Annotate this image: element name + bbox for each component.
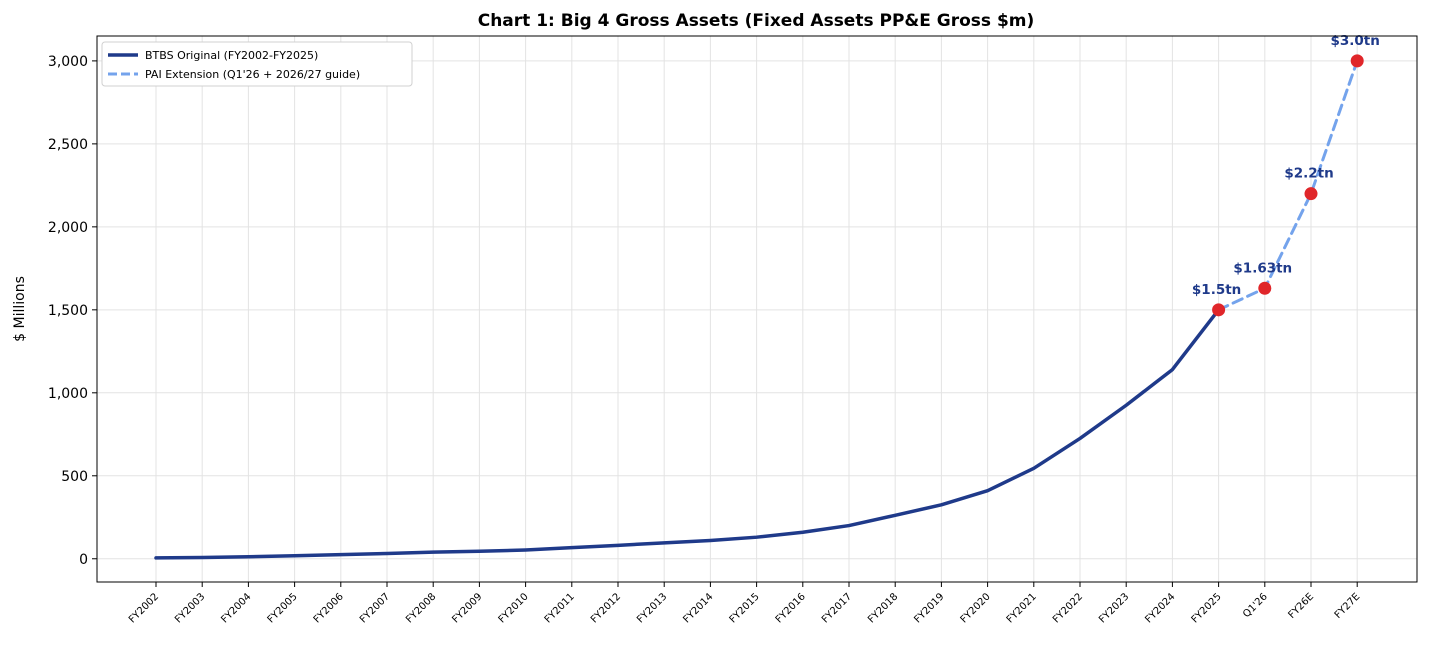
y-axis: 0 500 1,000 1,500 2,000 2,500 3,000 bbox=[48, 54, 97, 568]
y-tick-label: 3,000 bbox=[48, 54, 88, 70]
legend: BTBS Original (FY2002-FY2025) PAI Extens… bbox=[101, 41, 413, 87]
point-annotation: $3.0tn bbox=[1331, 33, 1380, 49]
chart-title: Chart 1: Big 4 Gross Assets (Fixed Asset… bbox=[478, 11, 1035, 31]
y-tick-label: 1,000 bbox=[48, 386, 88, 402]
highlight-point bbox=[1304, 187, 1318, 201]
y-tick-label: 1,500 bbox=[48, 303, 88, 319]
legend-label-pai: PAI Extension (Q1'26 + 2026/27 guide) bbox=[145, 68, 360, 81]
y-tick-label: 2,500 bbox=[48, 137, 88, 153]
point-annotation: $2.2tn bbox=[1284, 166, 1333, 182]
y-tick-label: 2,000 bbox=[48, 220, 88, 236]
highlight-point bbox=[1212, 303, 1226, 317]
y-axis-label: $ Millions bbox=[12, 276, 28, 342]
point-annotation: $1.63tn bbox=[1233, 260, 1292, 276]
annotations: $1.5tn $1.63tn $2.2tn $3.0tn bbox=[1192, 33, 1380, 298]
y-tick-label: 500 bbox=[61, 469, 88, 485]
grid bbox=[97, 36, 1417, 582]
legend-box bbox=[101, 41, 413, 87]
series-layer bbox=[154, 59, 1359, 560]
highlight-points bbox=[1212, 54, 1364, 317]
highlight-point bbox=[1350, 54, 1364, 68]
point-annotation: $1.5tn bbox=[1192, 282, 1241, 298]
series-line-pai bbox=[1217, 59, 1359, 312]
legend-label-btbs: BTBS Original (FY2002-FY2025) bbox=[145, 49, 318, 62]
highlight-point bbox=[1258, 281, 1272, 295]
series-line-btbs bbox=[154, 308, 1221, 560]
y-tick-label: 0 bbox=[79, 552, 88, 568]
